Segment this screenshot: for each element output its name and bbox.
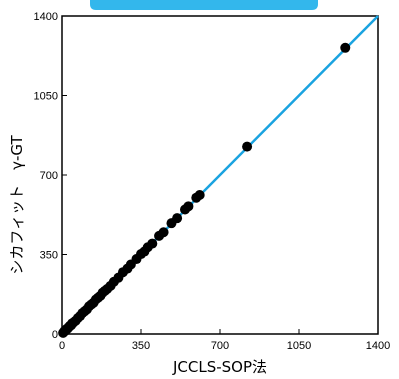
data-point [158, 227, 169, 238]
x-tick-label: 0 [59, 340, 65, 352]
y-tick-label: 1400 [34, 11, 58, 23]
data-point [183, 201, 194, 212]
x-tick-label: 1400 [366, 340, 390, 352]
data-point [242, 141, 253, 152]
y-tick-label: 350 [40, 250, 58, 262]
x-tick-label: 350 [132, 340, 150, 352]
data-point [340, 42, 351, 53]
axis-ticks: 0 350 700 1050 1400 0 350 700 1050 1400 [34, 11, 391, 352]
x-axis-title: JCCLS-SOP法 [172, 358, 267, 376]
data-point [147, 238, 158, 249]
data-points [58, 42, 351, 338]
y-tick-label: 1050 [34, 91, 58, 103]
header-banner [90, 0, 318, 10]
data-point [194, 189, 205, 200]
y-axis-title: シカフィット γ-GT [8, 135, 26, 275]
x-tick-label: 700 [211, 340, 229, 352]
x-tick-label: 1050 [287, 340, 311, 352]
y-tick-label: 700 [40, 170, 58, 182]
y-tick-label: 0 [52, 329, 58, 341]
data-point [172, 213, 183, 224]
